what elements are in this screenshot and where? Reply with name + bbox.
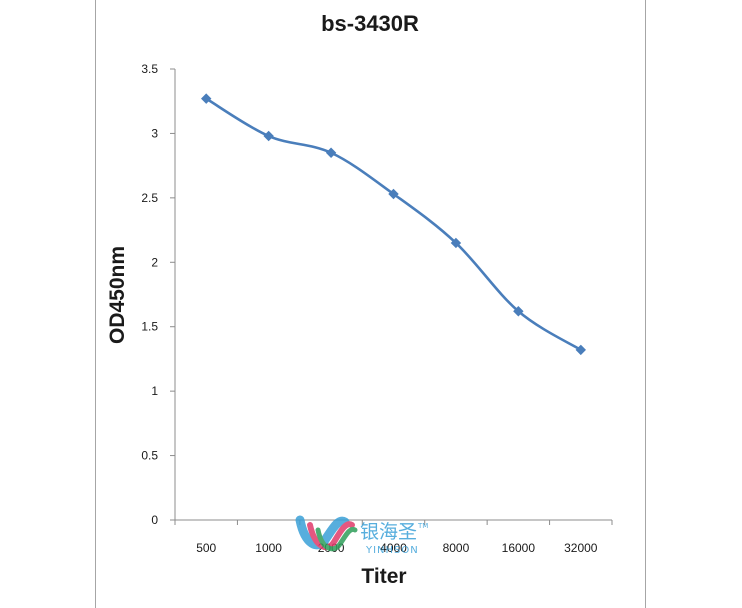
y-tick-label: 2.5 [141, 191, 158, 205]
plot-area [201, 93, 586, 356]
watermark-logo: 银海圣 TM YINHSON [295, 515, 428, 556]
y-tick-label: 0.5 [141, 449, 158, 463]
data-point-marker [325, 147, 337, 158]
watermark-cn-text: 银海圣 [360, 521, 417, 543]
y-tick-label: 2 [151, 255, 158, 269]
data-point-marker [201, 93, 212, 104]
y-axis: 0 0.5 1 1.5 2 2.5 3 3.5 [141, 62, 176, 527]
watermark-tm: TM [417, 522, 428, 530]
x-tick-label: 8000 [443, 541, 470, 555]
data-point-marker [263, 130, 274, 142]
series-line [205, 97, 582, 352]
x-tick-label: 1000 [255, 541, 282, 555]
y-tick-label: 0 [151, 513, 158, 527]
y-tick-label: 1 [151, 384, 158, 398]
watermark-en-text: YINHSON [365, 545, 419, 556]
y-tick-label: 3.5 [141, 62, 158, 76]
data-point-marker [575, 344, 586, 356]
chart-frame [95, 0, 646, 608]
x-tick-label: 32000 [564, 541, 598, 555]
y-axis-title: OD450nm [106, 246, 129, 344]
x-tick-label: 500 [196, 541, 216, 555]
chart-title: bs-3430R [321, 11, 419, 36]
x-axis-title: Titer [361, 565, 406, 588]
data-point-marker [513, 306, 524, 317]
data-point-marker [450, 237, 462, 249]
x-tick-label: 4000 [380, 541, 407, 555]
y-tick-label: 3 [151, 126, 158, 140]
x-tick-label: 16000 [502, 541, 536, 555]
data-point-marker [388, 188, 399, 200]
y-tick-label: 1.5 [141, 320, 158, 334]
watermark-logo-mark [295, 515, 358, 552]
